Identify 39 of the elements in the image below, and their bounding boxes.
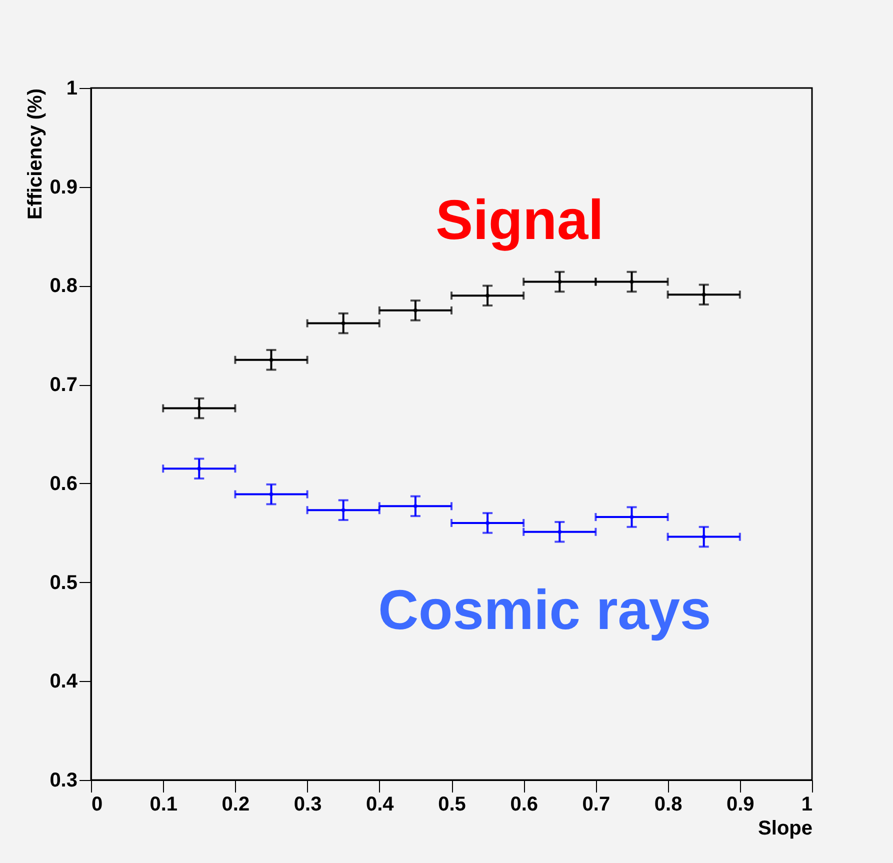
x-tick-label: 0.8	[654, 794, 682, 816]
point	[413, 308, 418, 312]
point	[197, 466, 202, 471]
point	[558, 530, 562, 534]
series-label: Signal	[436, 188, 604, 251]
y-tick-label: 1	[66, 78, 78, 100]
point	[413, 504, 418, 508]
y-tick-label: 0.6	[50, 472, 78, 495]
x-tick-label: 0.4	[366, 794, 395, 816]
point	[702, 292, 706, 297]
x-tick-label: 1	[801, 794, 812, 816]
y-tick-label: 0.9	[50, 176, 78, 198]
y-tick-label: 0.7	[50, 374, 78, 396]
y-axis-title: Efficiency (%)	[24, 88, 47, 220]
x-tick-label: 0.7	[582, 794, 610, 816]
y-tick-label: 0.4	[50, 670, 78, 693]
point	[269, 492, 274, 496]
point	[341, 508, 346, 512]
x-tick-label: 0.9	[726, 794, 754, 816]
y-tick-label: 0.3	[50, 770, 78, 792]
x-tick-label: 0.1	[150, 794, 178, 816]
point	[702, 534, 706, 539]
point	[630, 515, 634, 520]
x-tick-label: 0	[92, 794, 103, 816]
x-tick-label: 0.2	[222, 794, 250, 816]
x-tick-label: 0.3	[294, 794, 322, 816]
point	[197, 406, 202, 410]
point	[558, 280, 562, 284]
y-tick-label: 0.5	[50, 572, 78, 594]
point	[269, 358, 274, 362]
x-tick-label: 0.5	[438, 794, 466, 816]
point	[486, 294, 490, 298]
point	[630, 280, 634, 284]
point	[341, 321, 346, 326]
x-tick-label: 0.6	[510, 794, 538, 816]
y-tick-label: 0.8	[50, 275, 78, 298]
series-label: Cosmic rays	[378, 578, 712, 641]
x-axis-title: Slope	[758, 818, 812, 840]
point	[486, 520, 490, 525]
